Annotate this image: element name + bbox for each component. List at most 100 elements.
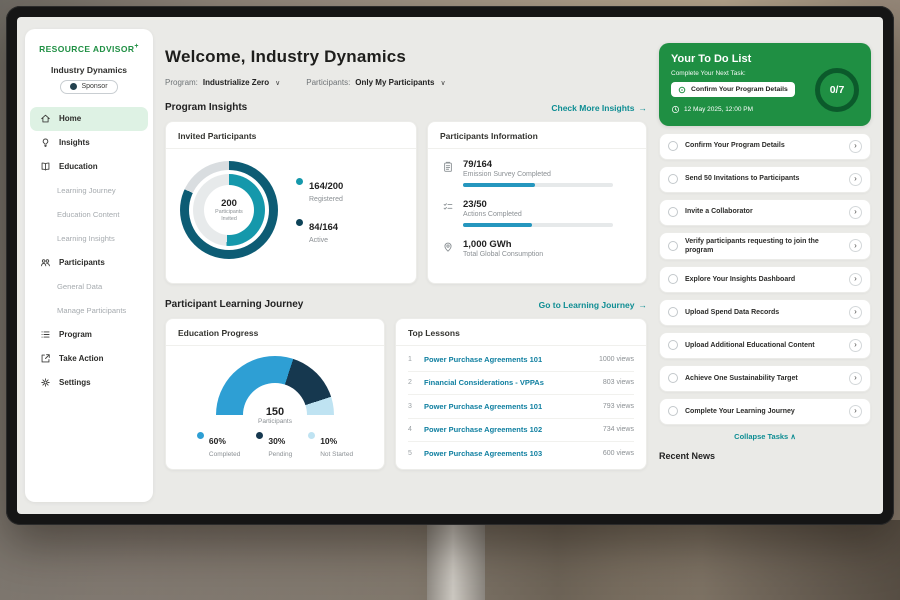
lesson-row: 5 Power Purchase Agreements 103 600 view… bbox=[408, 442, 634, 466]
monitor-bezel: RESOURCE ADVISOR+ Industry Dynamics Spon… bbox=[6, 6, 894, 525]
task-label: Confirm Your Program Details bbox=[685, 142, 785, 150]
todo-task[interactable]: Verify participants requesting to join t… bbox=[659, 231, 871, 260]
sponsor-icon bbox=[70, 83, 78, 91]
sidebar-nav: Home Insights Education Learning Journey… bbox=[25, 106, 153, 395]
participants-select-value: Only My Participants bbox=[355, 78, 435, 87]
legend-dot-icon bbox=[308, 432, 316, 439]
task-checkbox[interactable] bbox=[668, 274, 678, 285]
sidebar-item-manage-participants[interactable]: Manage Participants bbox=[25, 299, 153, 323]
todo-title: Your To Do List bbox=[671, 53, 752, 65]
brand-logo: RESOURCE ADVISOR+ bbox=[25, 43, 153, 54]
card-title: Education Progress bbox=[166, 319, 384, 346]
lesson-link[interactable]: Financial Considerations - VPPAs bbox=[424, 378, 544, 388]
task-checkbox[interactable] bbox=[668, 207, 678, 217]
todo-task[interactable]: Send 50 Invitations to Participants › bbox=[659, 165, 871, 193]
task-label: Complete Your Learning Journey bbox=[685, 407, 795, 415]
link-label: Check More Insights bbox=[551, 102, 635, 113]
task-label: Send 50 Invitations to Participants bbox=[685, 175, 800, 183]
legend-value: 84/164 bbox=[309, 222, 339, 233]
sidebar-item-education[interactable]: Education bbox=[25, 155, 153, 179]
chevron-right-icon[interactable]: › bbox=[849, 239, 862, 253]
task-label: Verify participants requesting to join t… bbox=[685, 237, 819, 254]
legend-item-completed: 60% Completed bbox=[196, 431, 241, 458]
info-value: 1,000 GWh bbox=[463, 239, 512, 250]
lesson-views: 600 views bbox=[602, 450, 634, 458]
legend-value: 30% bbox=[268, 436, 286, 446]
todo-task[interactable]: Invite a Collaborator › bbox=[659, 198, 871, 226]
sidebar-item-home[interactable]: Home bbox=[30, 106, 148, 131]
info-row-consumption: 1,000 GWh Total Global Consumption bbox=[442, 239, 632, 258]
sponsor-badge-label: Sponsor bbox=[81, 83, 108, 91]
lesson-rank: 4 bbox=[408, 426, 412, 434]
todo-task[interactable]: Complete Your Learning Journey › bbox=[659, 397, 871, 425]
chevron-right-icon[interactable]: › bbox=[849, 272, 862, 286]
legend-dot-icon bbox=[256, 432, 264, 439]
lesson-views: 1000 views bbox=[598, 355, 634, 363]
next-task-label: Confirm Your Program Details bbox=[691, 86, 788, 93]
task-checkbox[interactable] bbox=[668, 373, 678, 384]
chevron-right-icon[interactable]: › bbox=[849, 205, 862, 219]
task-checkbox[interactable] bbox=[668, 240, 678, 251]
participants-select-label: Participants: bbox=[306, 78, 351, 87]
sidebar-item-participants[interactable]: Participants bbox=[25, 251, 153, 275]
sidebar-item-program[interactable]: Program bbox=[25, 323, 153, 347]
top-lessons-card: Top Lessons 1 Power Purchase Agreements … bbox=[395, 318, 647, 470]
task-checkbox[interactable] bbox=[668, 307, 678, 318]
recent-news-title: Recent News bbox=[659, 450, 716, 461]
invited-participants-card: Invited Participants 200 Participants In… bbox=[165, 121, 417, 284]
task-checkbox[interactable] bbox=[668, 141, 678, 151]
task-checkbox[interactable] bbox=[668, 174, 678, 184]
sidebar-item-insights[interactable]: Insights bbox=[25, 131, 153, 155]
legend-label: Completed bbox=[208, 451, 241, 458]
sidebar-item-education-content[interactable]: Education Content bbox=[25, 203, 153, 227]
todo-due: 12 May 2025, 12:00 PM bbox=[671, 105, 859, 114]
todo-task[interactable]: Confirm Your Program Details › bbox=[659, 132, 871, 160]
info-row-emission-survey: 79/164 Emission Survey Completed bbox=[442, 159, 632, 187]
sidebar-item-learning-insights[interactable]: Learning Insights bbox=[25, 227, 153, 251]
lesson-link[interactable]: Power Purchase Agreements 101 bbox=[424, 354, 543, 364]
todo-task[interactable]: Upload Spend Data Records › bbox=[659, 298, 871, 326]
chevron-right-icon[interactable]: › bbox=[849, 371, 862, 385]
check-more-insights-link[interactable]: Check More Insights → bbox=[551, 103, 647, 113]
todo-progress-badge: 0/7 bbox=[815, 68, 859, 112]
todo-task[interactable]: Upload Additional Educational Content › bbox=[659, 331, 871, 359]
lesson-rank: 1 bbox=[408, 355, 412, 363]
sidebar-item-settings[interactable]: Settings bbox=[25, 371, 153, 395]
legend-item-registered: 164/200 Registered bbox=[296, 176, 343, 203]
next-task-chip[interactable]: Confirm Your Program Details bbox=[671, 82, 795, 97]
todo-task[interactable]: Achieve One Sustainability Target › bbox=[659, 364, 871, 392]
chevron-down-icon: ∨ bbox=[440, 79, 446, 87]
donut-legend: 164/200 Registered 84/164 Active bbox=[296, 176, 343, 244]
sidebar-item-take-action[interactable]: Take Action bbox=[25, 347, 153, 371]
lesson-views: 803 views bbox=[602, 379, 634, 387]
sidebar-item-general-data[interactable]: General Data bbox=[25, 275, 153, 299]
chevron-right-icon[interactable]: › bbox=[849, 172, 862, 186]
sponsor-badge[interactable]: Sponsor bbox=[60, 79, 118, 94]
org-name: Industry Dynamics bbox=[50, 64, 128, 75]
chevron-right-icon[interactable]: › bbox=[849, 305, 862, 319]
chevron-right-icon[interactable]: › bbox=[849, 338, 862, 352]
page-title: Welcome, Industry Dynamics bbox=[165, 47, 407, 66]
lesson-link[interactable]: Power Purchase Agreements 103 bbox=[424, 449, 543, 459]
info-label: Total Global Consumption bbox=[463, 251, 544, 258]
sidebar-item-learning-journey[interactable]: Learning Journey bbox=[25, 179, 153, 203]
sidebar-item-label: Manage Participants bbox=[57, 306, 127, 316]
collapse-tasks-link[interactable]: Collapse Tasks ∧ bbox=[659, 432, 871, 441]
main-content: Welcome, Industry Dynamics Program: Indu… bbox=[165, 47, 647, 470]
lesson-link[interactable]: Power Purchase Agreements 101 bbox=[424, 401, 543, 411]
task-checkbox[interactable] bbox=[668, 340, 678, 351]
task-checkbox[interactable] bbox=[668, 406, 678, 417]
program-select[interactable]: Program: Industrialize Zero ∨ bbox=[165, 78, 280, 87]
go-to-learning-journey-link[interactable]: Go to Learning Journey → bbox=[539, 300, 647, 310]
todo-task[interactable]: Explore Your Insights Dashboard › bbox=[659, 265, 871, 293]
participants-select[interactable]: Participants: Only My Participants ∨ bbox=[306, 78, 445, 87]
dashboard-screen: RESOURCE ADVISOR+ Industry Dynamics Spon… bbox=[17, 17, 883, 514]
chevron-down-icon: ∨ bbox=[275, 79, 281, 87]
info-value: 79/164 bbox=[463, 159, 493, 170]
progress-bar bbox=[463, 183, 613, 187]
lesson-link[interactable]: Power Purchase Agreements 102 bbox=[424, 425, 543, 435]
chevron-right-icon[interactable]: › bbox=[849, 404, 862, 418]
book-icon bbox=[40, 161, 52, 172]
chevron-right-icon[interactable]: › bbox=[849, 139, 862, 153]
lesson-rank: 5 bbox=[408, 450, 412, 458]
